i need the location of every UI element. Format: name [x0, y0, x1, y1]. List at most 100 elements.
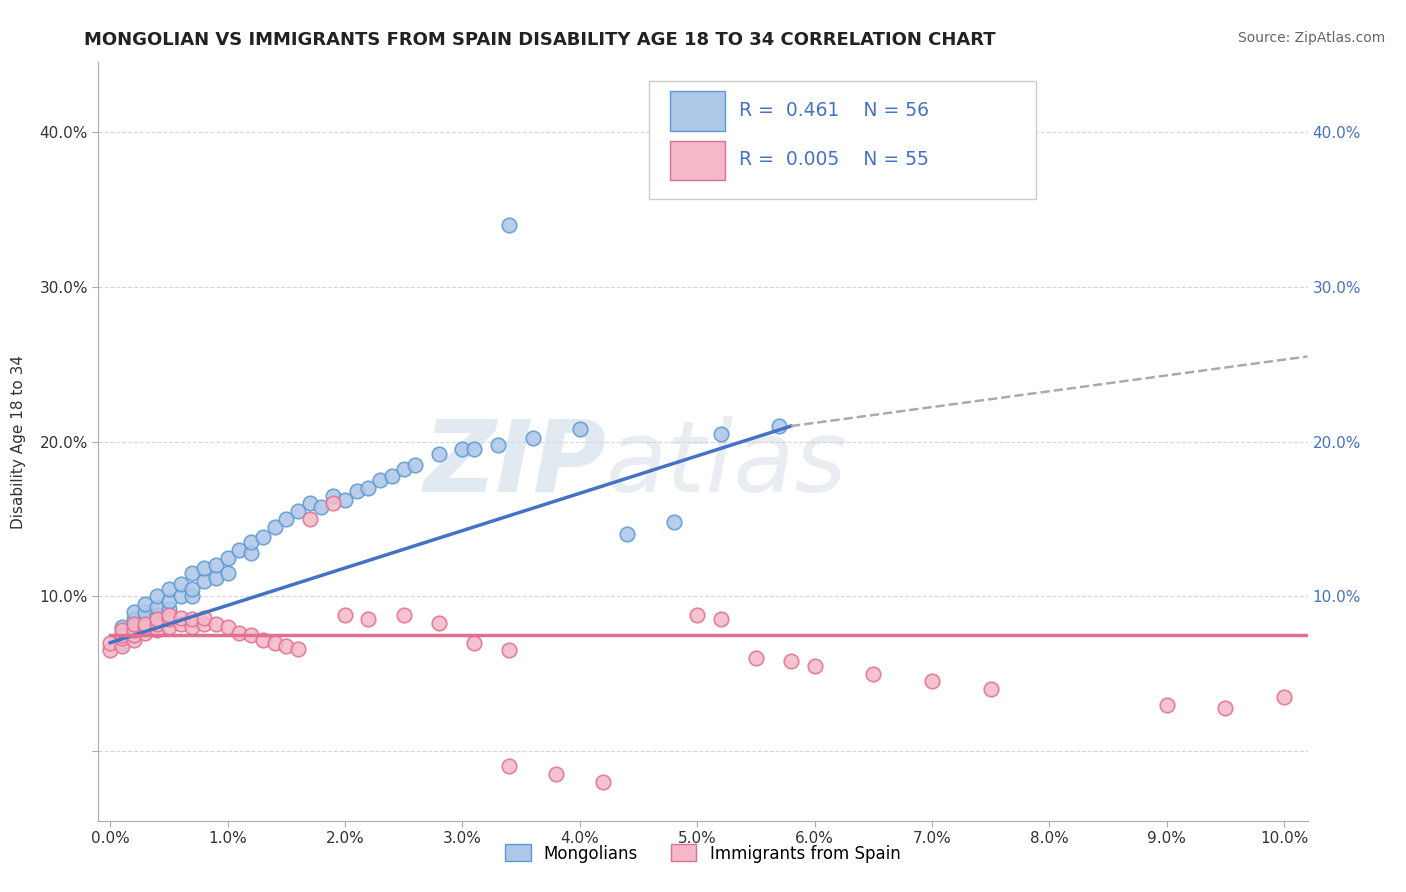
Point — [146, 612, 169, 626]
Point — [392, 607, 415, 622]
Point — [157, 612, 180, 626]
Point — [204, 617, 226, 632]
Point — [710, 426, 733, 441]
Point — [862, 666, 884, 681]
Point — [157, 607, 180, 622]
Point — [98, 636, 121, 650]
Point — [181, 566, 204, 580]
Point — [546, 767, 568, 781]
Point — [287, 504, 309, 518]
Point — [122, 624, 145, 638]
Point — [276, 512, 298, 526]
Point — [111, 620, 134, 634]
Point — [146, 589, 169, 603]
Point — [1156, 698, 1178, 712]
Point — [193, 611, 215, 625]
Point — [592, 775, 614, 789]
Point — [157, 594, 180, 608]
Point — [122, 617, 145, 632]
Point — [498, 643, 520, 657]
Text: MONGOLIAN VS IMMIGRANTS FROM SPAIN DISABILITY AGE 18 TO 34 CORRELATION CHART: MONGOLIAN VS IMMIGRANTS FROM SPAIN DISAB… — [84, 31, 995, 49]
Point — [803, 659, 825, 673]
Point — [98, 643, 121, 657]
Point — [157, 582, 180, 596]
Point — [980, 682, 1002, 697]
Point — [181, 612, 204, 626]
Y-axis label: Disability Age 18 to 34: Disability Age 18 to 34 — [11, 354, 25, 529]
Point — [146, 617, 169, 632]
Point — [134, 597, 156, 611]
Point — [146, 624, 169, 638]
Point — [169, 577, 191, 591]
Point — [181, 582, 204, 596]
Point — [427, 447, 450, 461]
Point — [134, 617, 156, 632]
Point — [169, 617, 191, 632]
Point — [568, 422, 591, 436]
Point — [146, 600, 169, 615]
Point — [263, 519, 285, 533]
Point — [368, 473, 391, 487]
Point — [710, 612, 733, 626]
Point — [662, 515, 685, 529]
Point — [157, 620, 180, 634]
Point — [333, 493, 356, 508]
Point — [252, 632, 274, 647]
Point — [768, 419, 790, 434]
Point — [228, 626, 250, 640]
Text: Source: ZipAtlas.com: Source: ZipAtlas.com — [1237, 31, 1385, 45]
Point — [193, 617, 215, 632]
FancyBboxPatch shape — [671, 91, 724, 130]
Legend: Mongolians, Immigrants from Spain: Mongolians, Immigrants from Spain — [499, 838, 907, 869]
Point — [181, 620, 204, 634]
Text: ZIP: ZIP — [423, 416, 606, 513]
Point — [122, 605, 145, 619]
Point — [169, 589, 191, 603]
Point — [134, 612, 156, 626]
Point — [392, 462, 415, 476]
Point — [463, 636, 485, 650]
Point — [204, 571, 226, 585]
FancyBboxPatch shape — [648, 81, 1035, 199]
Point — [134, 605, 156, 619]
Point — [780, 654, 803, 668]
Point — [134, 620, 156, 634]
Point — [217, 550, 239, 565]
Point — [122, 628, 145, 642]
Point — [298, 496, 321, 510]
Point — [498, 218, 520, 232]
Point — [498, 759, 520, 773]
Point — [111, 636, 134, 650]
Point — [204, 558, 226, 573]
FancyBboxPatch shape — [671, 141, 724, 180]
Point — [181, 589, 204, 603]
Point — [193, 561, 215, 575]
Point — [322, 489, 344, 503]
Point — [463, 442, 485, 457]
Text: R =  0.005    N = 55: R = 0.005 N = 55 — [740, 150, 929, 169]
Point — [1272, 690, 1295, 704]
Point — [240, 546, 263, 560]
Point — [451, 442, 474, 457]
Point — [404, 458, 426, 472]
Point — [228, 542, 250, 557]
Point — [686, 607, 709, 622]
Point — [1215, 700, 1237, 714]
Point — [134, 620, 156, 634]
Point — [311, 500, 333, 514]
Point — [333, 607, 356, 622]
Point — [381, 468, 404, 483]
Point — [111, 631, 134, 645]
Point — [111, 624, 134, 638]
Point — [111, 628, 134, 642]
Point — [616, 527, 638, 541]
Point — [122, 632, 145, 647]
Point — [522, 432, 544, 446]
Point — [287, 641, 309, 656]
Point — [921, 674, 943, 689]
Point — [122, 628, 145, 642]
Point — [193, 574, 215, 588]
Point — [240, 535, 263, 549]
Point — [111, 639, 134, 653]
Point — [240, 628, 263, 642]
